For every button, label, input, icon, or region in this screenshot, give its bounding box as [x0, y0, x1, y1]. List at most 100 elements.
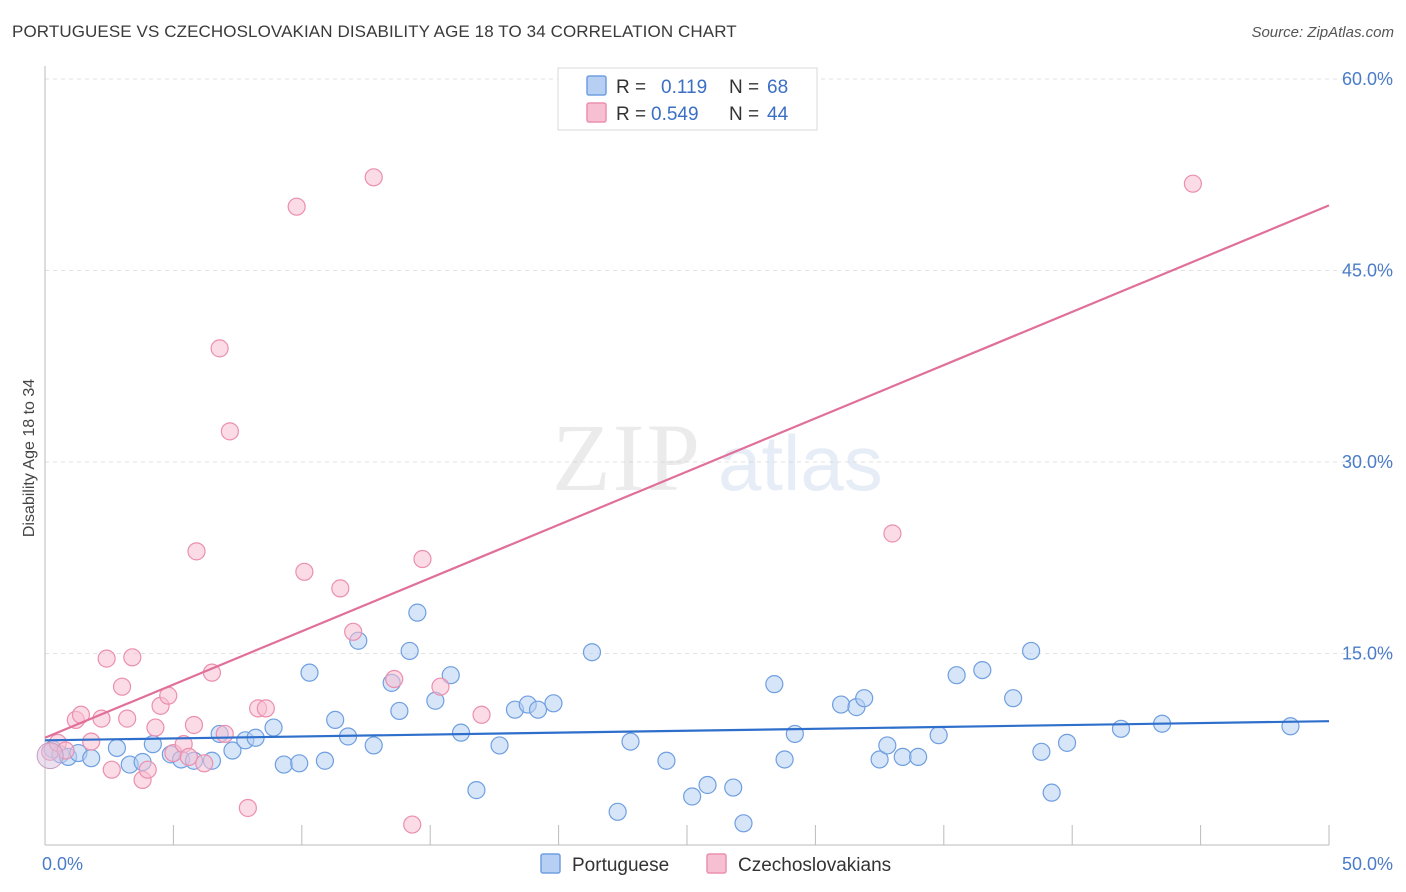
- data-point: [765, 675, 784, 694]
- data-point: [408, 603, 427, 622]
- data-point: [582, 643, 602, 662]
- data-point: [274, 755, 293, 774]
- data-point: [315, 751, 335, 770]
- data-point: [390, 701, 409, 721]
- data-point: [215, 724, 234, 744]
- trend-line-portuguese: [44, 720, 1330, 742]
- data-point: [256, 699, 275, 718]
- data-point: [82, 749, 101, 768]
- legend-r-label-2: R =: [616, 104, 646, 125]
- data-point: [909, 747, 928, 767]
- data-point: [210, 339, 229, 358]
- watermark-zip: ZIP: [552, 404, 702, 511]
- data-point: [929, 726, 948, 745]
- data-point: [1004, 689, 1023, 708]
- data-point: [621, 732, 640, 751]
- data-point: [403, 815, 422, 834]
- x-tick-labels: 0.0% 50.0%: [42, 854, 1393, 874]
- y-tick-label: 30.0%: [1342, 452, 1393, 472]
- data-point: [698, 775, 717, 795]
- data-point: [451, 723, 471, 742]
- x-tick-label-max: 50.0%: [1342, 854, 1393, 874]
- data-point: [400, 641, 419, 661]
- data-point: [947, 666, 966, 685]
- data-point: [1111, 719, 1131, 738]
- data-point: [112, 677, 132, 696]
- data-point: [490, 736, 509, 755]
- legend-swatch-portuguese: [586, 75, 607, 96]
- data-point: [467, 781, 486, 800]
- legend-n-value-2: 44: [767, 104, 789, 125]
- data-point: [1057, 733, 1077, 752]
- data-point: [1281, 717, 1300, 736]
- bottom-legend-label-portuguese: Portuguese: [572, 855, 669, 876]
- data-point: [287, 197, 306, 216]
- data-point: [683, 787, 702, 806]
- series-portuguese: [43, 603, 1300, 833]
- legend-swatch-czechoslovakians: [586, 102, 607, 123]
- data-point: [883, 524, 902, 543]
- bottom-legend-swatch-czechoslovakians: [706, 853, 727, 874]
- watermark: ZIP atlas: [552, 404, 883, 511]
- data-point: [184, 715, 204, 735]
- data-point: [1032, 742, 1051, 761]
- data-point: [724, 778, 743, 797]
- data-point: [118, 709, 137, 728]
- legend-r-label-1: R =: [616, 77, 646, 98]
- data-point: [385, 669, 404, 689]
- data-point: [123, 648, 142, 667]
- data-point: [179, 747, 198, 767]
- data-point: [608, 802, 627, 821]
- data-point: [364, 736, 383, 755]
- data-point: [1042, 783, 1061, 802]
- data-point: [146, 718, 165, 737]
- data-point: [195, 754, 214, 773]
- data-point: [431, 677, 450, 696]
- bottom-legend-swatch-portuguese: [540, 853, 561, 874]
- watermark-atlas: atlas: [718, 419, 883, 507]
- data-point: [870, 750, 889, 769]
- series-czechoslovakians: [41, 168, 1202, 834]
- data-point: [831, 695, 851, 714]
- axes: [44, 66, 1330, 846]
- data-point: [238, 798, 257, 818]
- data-point: [657, 751, 676, 770]
- data-point: [138, 760, 157, 779]
- data-point: [290, 754, 309, 773]
- data-point: [326, 710, 345, 729]
- data-point: [878, 736, 897, 755]
- legend-r-value-1: 0.119: [661, 77, 707, 98]
- data-point: [295, 562, 314, 581]
- data-point: [344, 622, 363, 641]
- data-point: [544, 694, 563, 713]
- data-point-cluster: [36, 742, 64, 770]
- data-point: [1022, 641, 1041, 661]
- data-point: [413, 549, 432, 569]
- data-point: [223, 741, 242, 760]
- data-point: [97, 649, 116, 668]
- bottom-legend-label-czechoslovakians: Czechoslovakians: [738, 855, 891, 876]
- data-point: [82, 732, 101, 751]
- legend-n-label-1: N =: [729, 77, 759, 98]
- x-tick-label-min: 0.0%: [42, 854, 83, 874]
- data-point: [331, 579, 350, 598]
- data-point: [102, 760, 121, 779]
- data-point: [364, 168, 383, 187]
- data-point: [187, 542, 206, 561]
- data-point: [220, 422, 239, 441]
- bottom-legend: Portuguese Czechoslovakians: [540, 853, 891, 876]
- scatter-points: [36, 168, 1300, 834]
- data-point: [893, 747, 912, 767]
- data-point: [1183, 174, 1202, 193]
- chart-title: PORTUGUESE VS CZECHOSLOVAKIAN DISABILITY…: [12, 22, 737, 41]
- data-point: [472, 705, 491, 724]
- data-point: [264, 718, 283, 737]
- legend-n-value-1: 68: [767, 77, 788, 98]
- y-axis-label: Disability Age 18 to 34: [21, 379, 38, 537]
- y-tick-label: 45.0%: [1342, 261, 1393, 281]
- grid-lines: [45, 78, 1392, 654]
- data-point: [441, 666, 460, 685]
- source-label: Source: ZipAtlas.com: [1251, 24, 1394, 41]
- data-point: [107, 738, 127, 758]
